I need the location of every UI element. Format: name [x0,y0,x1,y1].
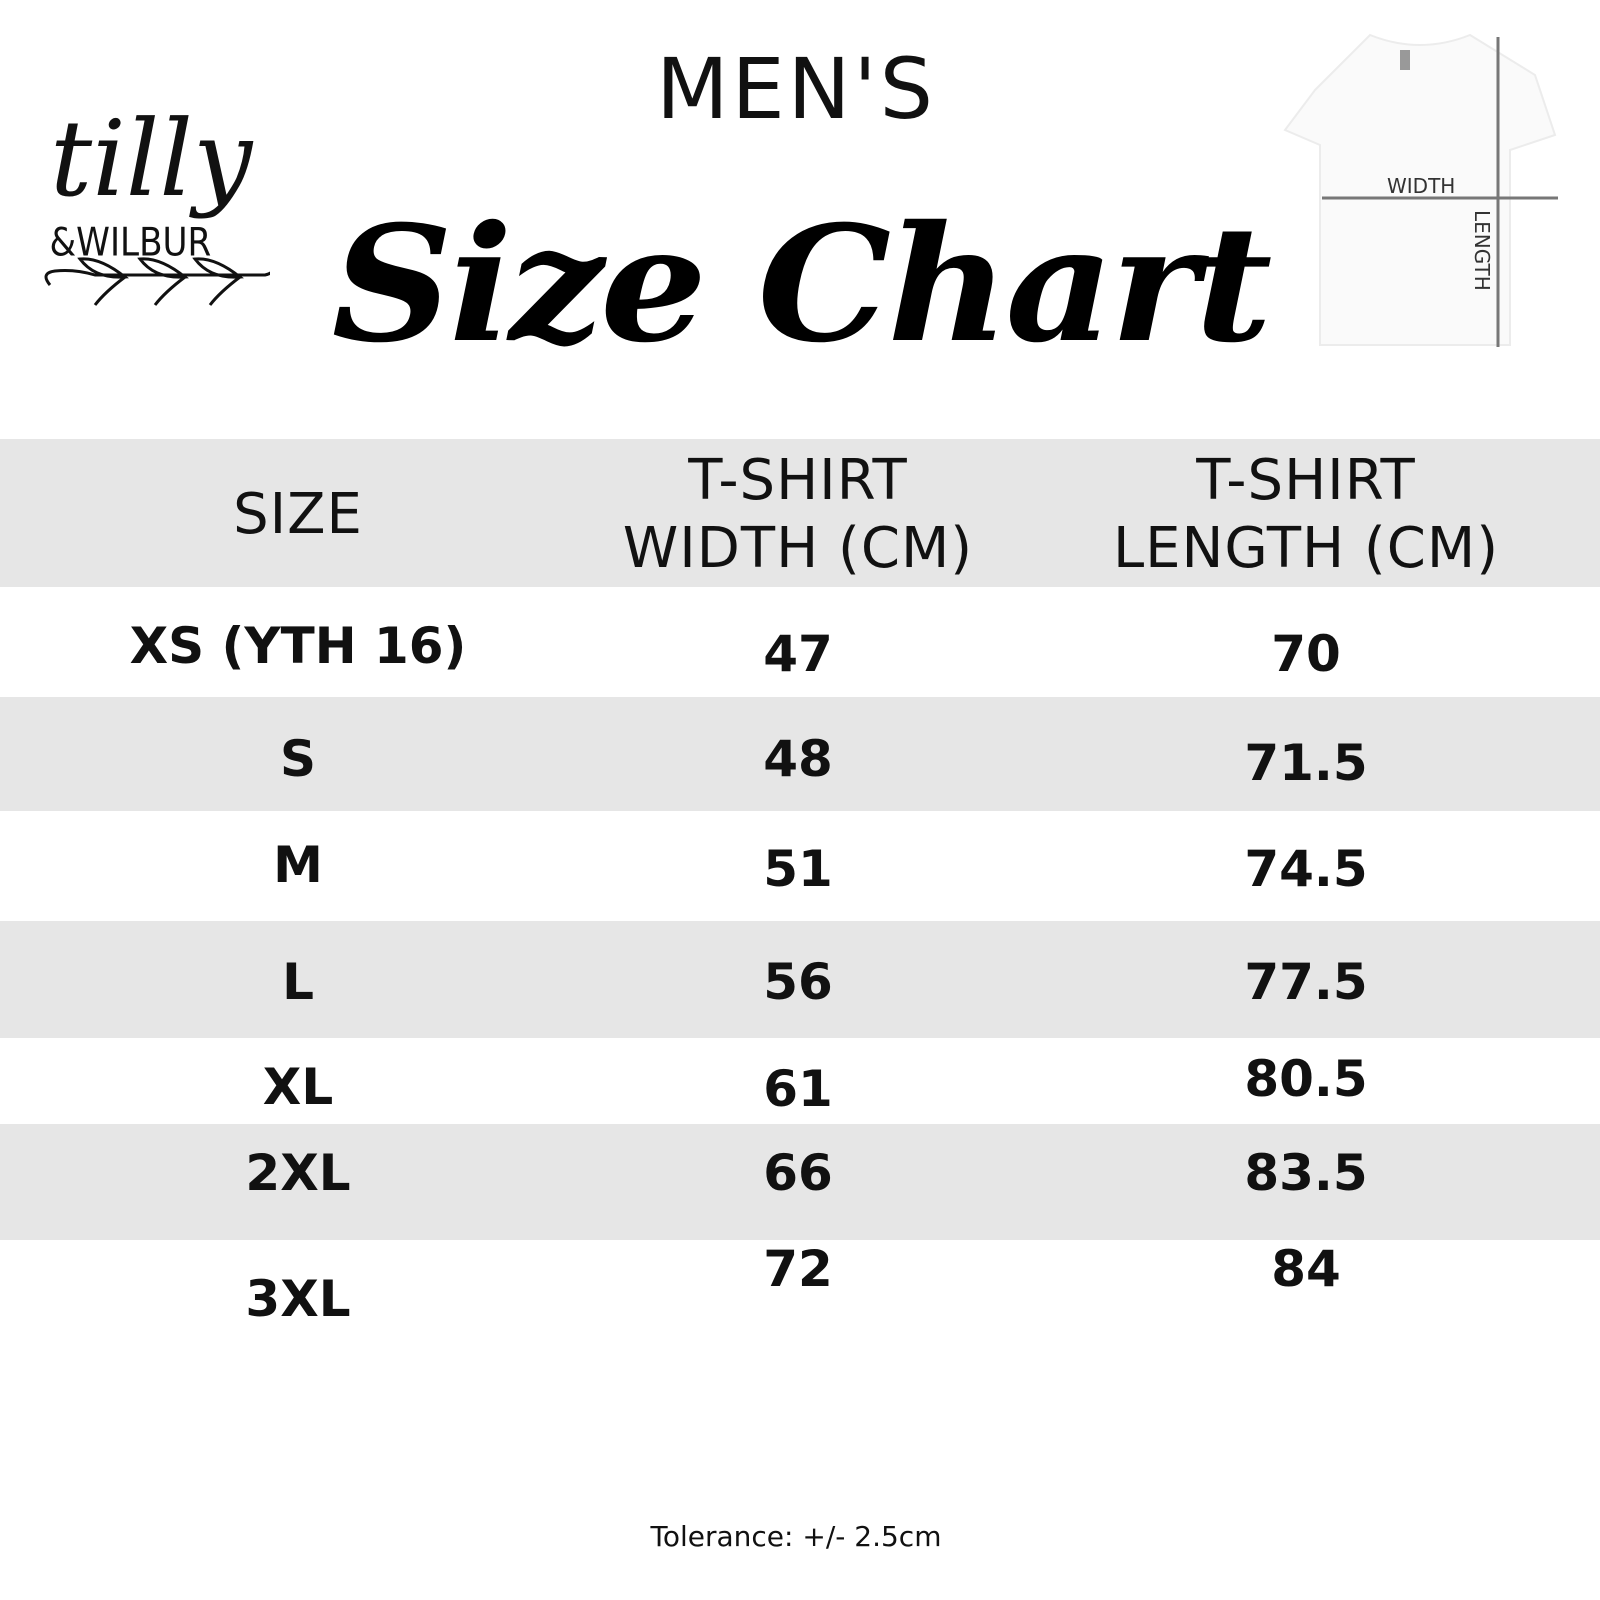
cell-width: 51 [763,840,833,898]
cell-width: 66 [763,1144,833,1202]
cell-size: S [279,730,317,788]
svg-text:&WILBUR: &WILBUR [50,219,212,265]
cell-width: 61 [763,1060,833,1118]
length-label: LENGTH [1470,210,1494,291]
table-row: 3XL 72 84 [0,1240,1600,1357]
cell-length: 83.5 [1244,1144,1368,1202]
cell-length: 84 [1271,1240,1341,1298]
cell-size: M [273,836,323,894]
cell-size: 3XL [245,1270,351,1328]
cell-width: 72 [763,1240,833,1298]
subtitle: MEN'S [656,40,936,138]
svg-text:tilly: tilly [50,98,254,220]
cell-size: XL [262,1058,334,1116]
page-title: Size Chart [331,189,1273,379]
width-label: WIDTH [1387,174,1455,198]
header-width: T-SHIRT WIDTH (CM) [622,448,974,581]
cell-length: 70 [1271,625,1341,683]
table-row: S 48 71.5 [0,697,1600,811]
cell-length: 80.5 [1244,1050,1368,1108]
table-row: L 56 77.5 [0,921,1600,1038]
cell-length: 77.5 [1244,953,1368,1011]
tilly-wilbur-logo: tilly &WILBUR [44,98,270,306]
table-row: M 51 74.5 [0,811,1600,921]
tshirt-measurement-diagram: WIDTH LENGTH [1283,33,1558,347]
table-row: XS (YTH 16) 47 70 [0,587,1600,697]
cell-size: L [282,953,314,1011]
cell-width: 48 [763,730,833,788]
cell-width: 47 [763,625,833,683]
header-length: T-SHIRT LENGTH (CM) [1112,448,1500,581]
cell-length: 71.5 [1244,734,1368,792]
cell-length: 74.5 [1244,840,1368,898]
table-row: XL 61 80.5 [0,1038,1600,1124]
table-header: SIZE T-SHIRT WIDTH (CM) T-SHIRT LENGTH (CM… [0,439,1600,587]
header-size: SIZE [233,482,363,547]
table-row: 2XL 66 83.5 [0,1124,1600,1240]
tolerance-note: Tolerance: +/- 2.5cm [650,1520,942,1553]
cell-width: 56 [763,953,833,1011]
cell-size: 2XL [245,1144,351,1202]
cell-size: XS (YTH 16) [129,617,467,675]
